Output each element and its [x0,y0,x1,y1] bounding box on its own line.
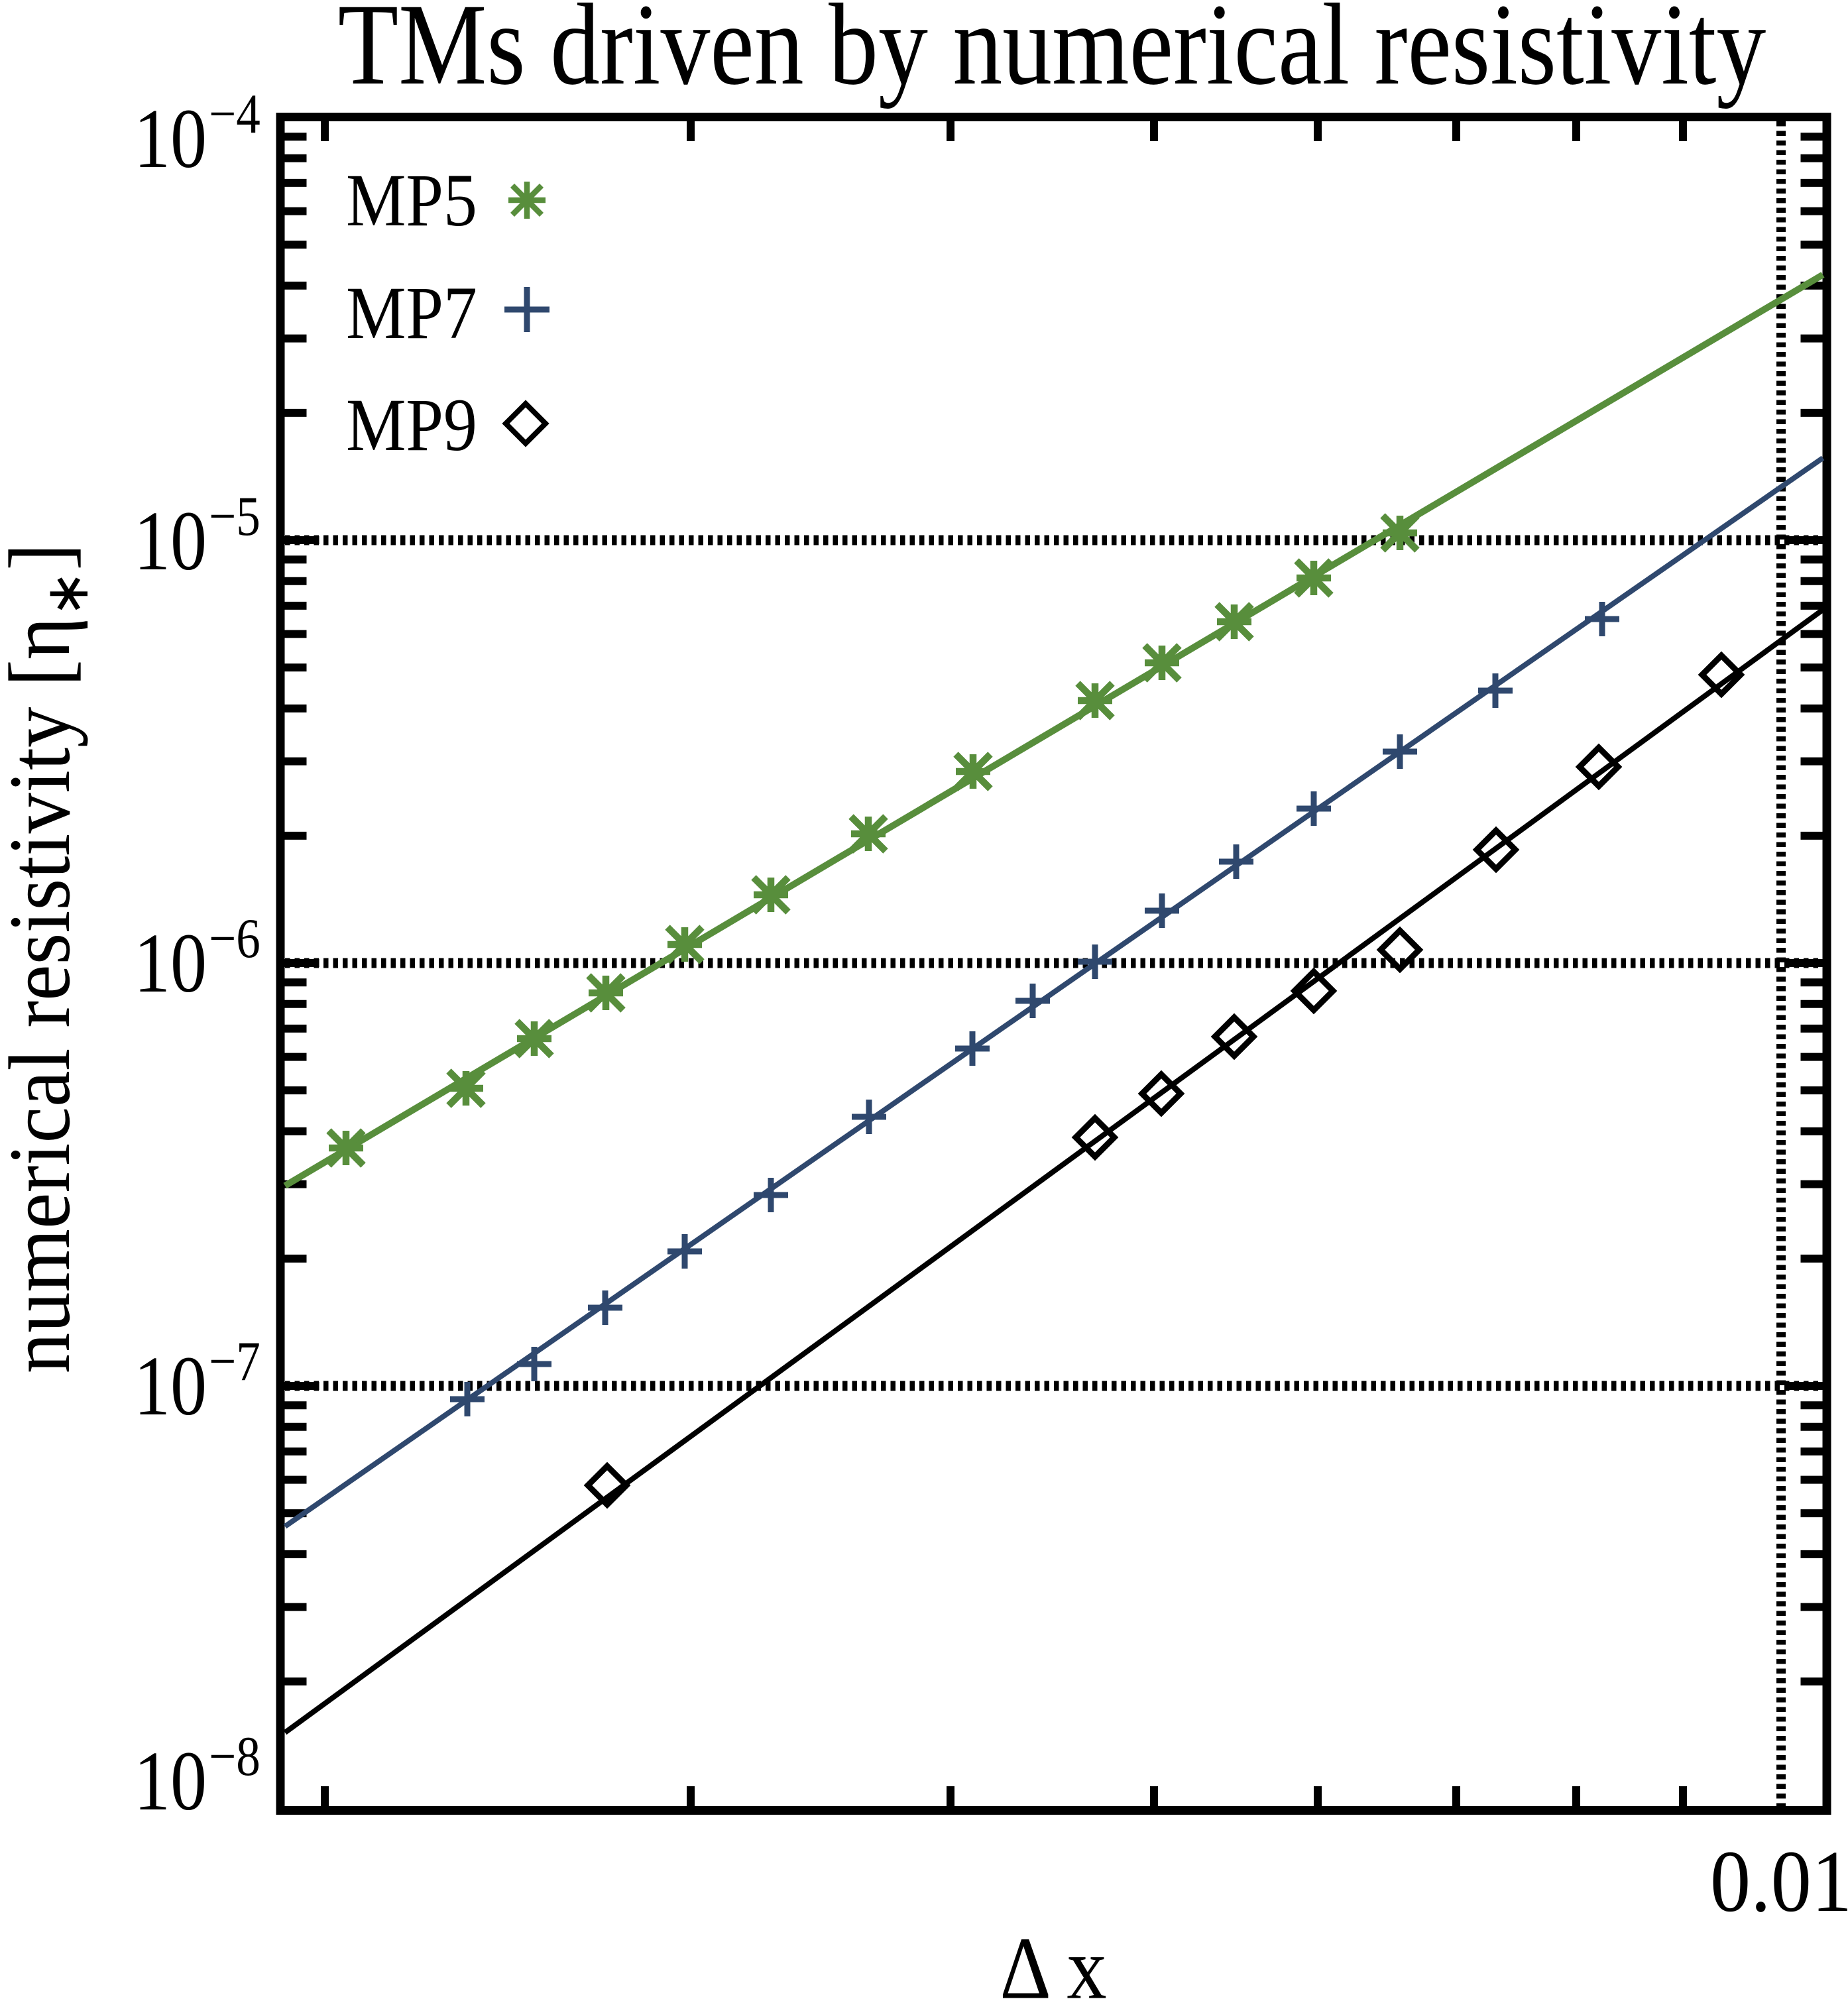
svg-text:MP7: MP7 [346,272,477,355]
svg-text:0.01: 0.01 [1710,1832,1848,1930]
svg-text:−7: −7 [209,1330,260,1393]
svg-text:10: 10 [134,494,207,588]
svg-text:10: 10 [134,91,207,186]
svg-text:MP5: MP5 [346,159,477,242]
svg-text:10: 10 [134,916,207,1010]
svg-text:MP9: MP9 [346,384,477,467]
svg-text:10: 10 [134,1734,207,1828]
svg-text:−4: −4 [209,83,260,145]
svg-text:numerical resistivity [η∗]: numerical resistivity [η∗] [0,543,101,1373]
svg-text:10: 10 [134,1339,207,1433]
svg-text:Δ x: Δ x [1000,1919,1106,1999]
svg-text:−5: −5 [209,485,260,547]
svg-text:TMs driven by numerical resist: TMs driven by numerical resistivity [338,0,1766,109]
svg-text:−6: −6 [209,907,260,970]
svg-text:−8: −8 [209,1725,260,1788]
